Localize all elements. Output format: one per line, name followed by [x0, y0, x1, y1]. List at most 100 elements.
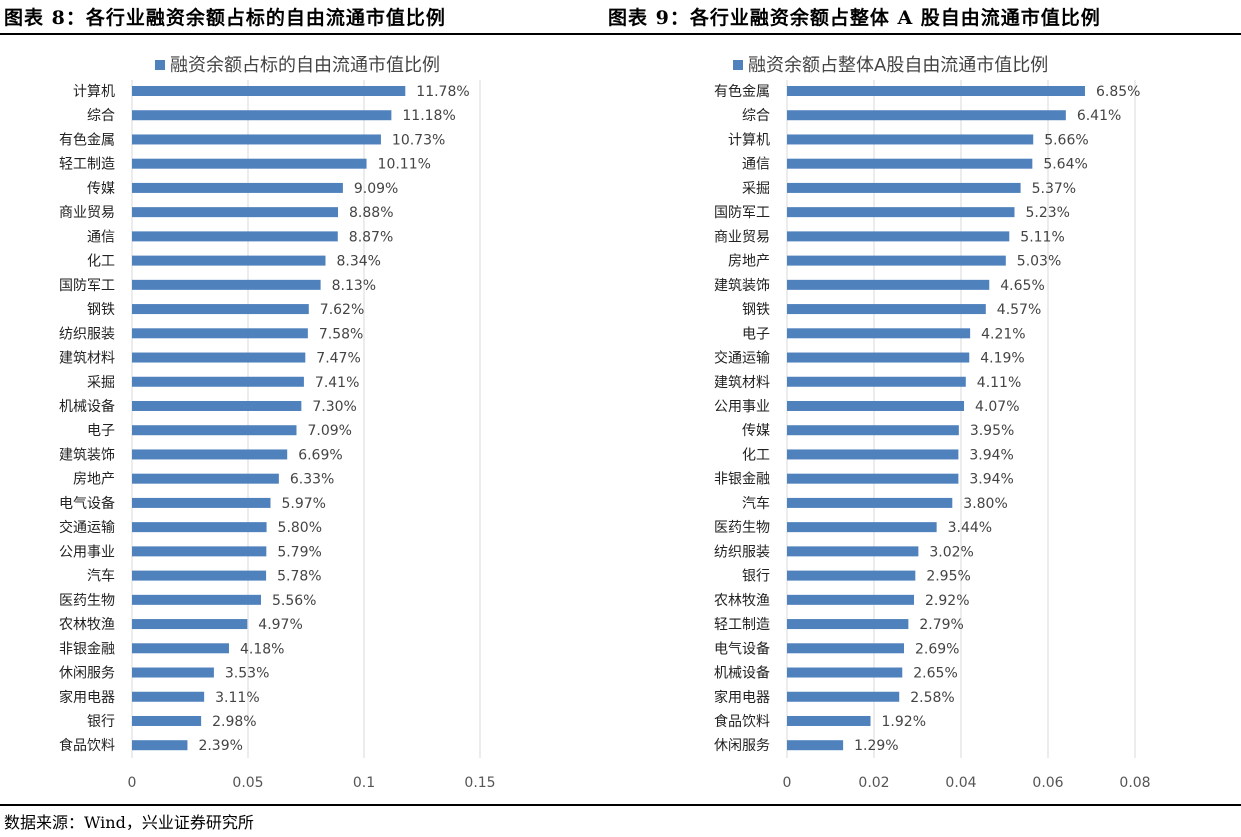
right-category-label: 公用事业: [714, 399, 770, 415]
left-bar: [132, 134, 381, 145]
left-bar: [132, 255, 326, 266]
right-value-label: 3.02%: [929, 544, 973, 560]
right-category-label: 计算机: [728, 132, 770, 148]
right-x-tick-label: 0.02: [858, 775, 889, 791]
right-bar: [787, 497, 953, 508]
left-category-label: 国防军工: [59, 278, 115, 294]
left-bar: [132, 207, 339, 218]
left-value-label: 7.41%: [315, 375, 359, 391]
left-bar: [132, 715, 202, 726]
left-x-tick-label: 0.1: [353, 775, 375, 791]
left-bar: [132, 522, 267, 533]
right-value-label: 2.92%: [925, 593, 969, 609]
right-bar: [787, 594, 915, 605]
right-bar: [787, 449, 959, 460]
right-value-label: 5.23%: [1026, 205, 1070, 221]
right-value-label: 2.65%: [913, 666, 957, 682]
right-value-label: 3.95%: [970, 423, 1014, 439]
left-bar: [132, 304, 309, 315]
right-value-label: 5.11%: [1020, 229, 1064, 245]
left-value-label: 5.79%: [277, 544, 321, 560]
left-category-label: 传媒: [87, 181, 115, 197]
left-category-label: 非银金融: [59, 641, 115, 657]
left-category-label: 电气设备: [59, 495, 115, 512]
left-category-label: 采掘: [87, 375, 115, 391]
right-category-label: 建筑材料: [714, 375, 770, 391]
left-category-label: 建筑材料: [59, 351, 115, 367]
left-category-label: 医药生物: [59, 593, 115, 609]
left-value-label: 6.33%: [290, 472, 334, 488]
right-bar: [787, 158, 1033, 169]
left-value-label: 2.39%: [198, 738, 242, 754]
bar-chart-left-svg: 融资余额占标的自由流通市值比例 0 0.05 0.1 0.15 计算机 11.78% 综合 11…: [59, 55, 496, 791]
left-x-tick-label: 0.05: [232, 775, 263, 791]
right-category-label: 房地产: [728, 254, 770, 270]
right-value-label: 6.85%: [1096, 84, 1140, 100]
left-x-tick-label: 0.15: [464, 775, 495, 791]
left-bar: [132, 449, 288, 460]
right-value-label: 3.94%: [969, 447, 1013, 463]
left-category-label: 公用事业: [59, 544, 115, 560]
figure-title-left: 图表 8：各行业融资余额占标的自由流通市值比例: [4, 7, 446, 29]
right-bar: [787, 279, 990, 290]
right-bar: [787, 231, 1010, 242]
left-value-label: 5.78%: [277, 569, 321, 585]
left-value-label: 9.09%: [354, 181, 398, 197]
right-bar: [787, 207, 1015, 218]
left-value-label: 7.09%: [307, 423, 351, 439]
right-bar: [787, 546, 919, 557]
right-category-label: 电气设备: [714, 640, 770, 657]
right-bar: [787, 376, 966, 387]
left-bar: [132, 86, 406, 96]
left-legend-swatch: [155, 60, 165, 70]
right-category-label: 非银金融: [714, 472, 770, 488]
right-bar: [787, 134, 1034, 145]
left-value-label: 6.69%: [298, 447, 342, 463]
right-x-tick-label: 0.04: [945, 775, 976, 791]
right-category-label: 食品饮料: [714, 713, 770, 730]
right-value-label: 2.79%: [919, 617, 963, 633]
right-category-label: 银行: [742, 569, 770, 585]
left-value-label: 5.80%: [278, 520, 322, 536]
right-value-label: 4.11%: [977, 375, 1021, 391]
right-value-label: 4.65%: [1000, 278, 1044, 294]
left-bar: [132, 740, 188, 751]
left-bar: [132, 158, 367, 169]
left-category-label: 房地产: [73, 472, 115, 488]
left-value-label: 5.97%: [282, 496, 326, 512]
figure-title-right: 图表 9：各行业融资余额占整体 A 股自由流通市值比例: [608, 7, 1101, 29]
left-category-label: 综合: [87, 108, 115, 124]
right-category-label: 休闲服务: [714, 738, 770, 754]
left-bar: [132, 400, 302, 411]
left-bar: [132, 667, 214, 678]
left-category-label: 商业贸易: [59, 205, 115, 221]
right-value-label: 5.66%: [1044, 132, 1088, 148]
right-value-label: 4.21%: [981, 326, 1025, 342]
right-bar: [787, 643, 905, 654]
right-bar: [787, 619, 909, 630]
right-bar: [787, 522, 937, 533]
right-category-label: 有色金属: [714, 83, 770, 100]
left-bar: [132, 570, 267, 581]
left-category-label: 钢铁: [87, 302, 115, 318]
right-bar: [787, 667, 903, 678]
left-category-label: 轻工制造: [59, 157, 115, 173]
right-value-label: 1.29%: [854, 738, 898, 754]
left-category-label: 电子: [87, 423, 115, 439]
left-bar: [132, 594, 261, 605]
right-bar: [787, 691, 900, 702]
left-bar: [132, 352, 306, 363]
left-category-label: 休闲服务: [59, 666, 115, 682]
left-value-label: 4.97%: [258, 617, 302, 633]
right-value-label: 3.94%: [969, 472, 1013, 488]
left-value-label: 10.73%: [392, 132, 445, 148]
left-category-label: 纺织服装: [59, 326, 115, 342]
right-x-tick-label: 0.08: [1119, 775, 1150, 791]
right-bar: [787, 182, 1021, 193]
left-value-label: 2.98%: [212, 714, 256, 730]
left-category-label: 家用电器: [59, 689, 115, 706]
right-category-label: 电子: [742, 326, 770, 342]
left-value-label: 7.30%: [312, 399, 356, 415]
right-bar: [787, 86, 1085, 96]
left-bar: [132, 691, 205, 702]
